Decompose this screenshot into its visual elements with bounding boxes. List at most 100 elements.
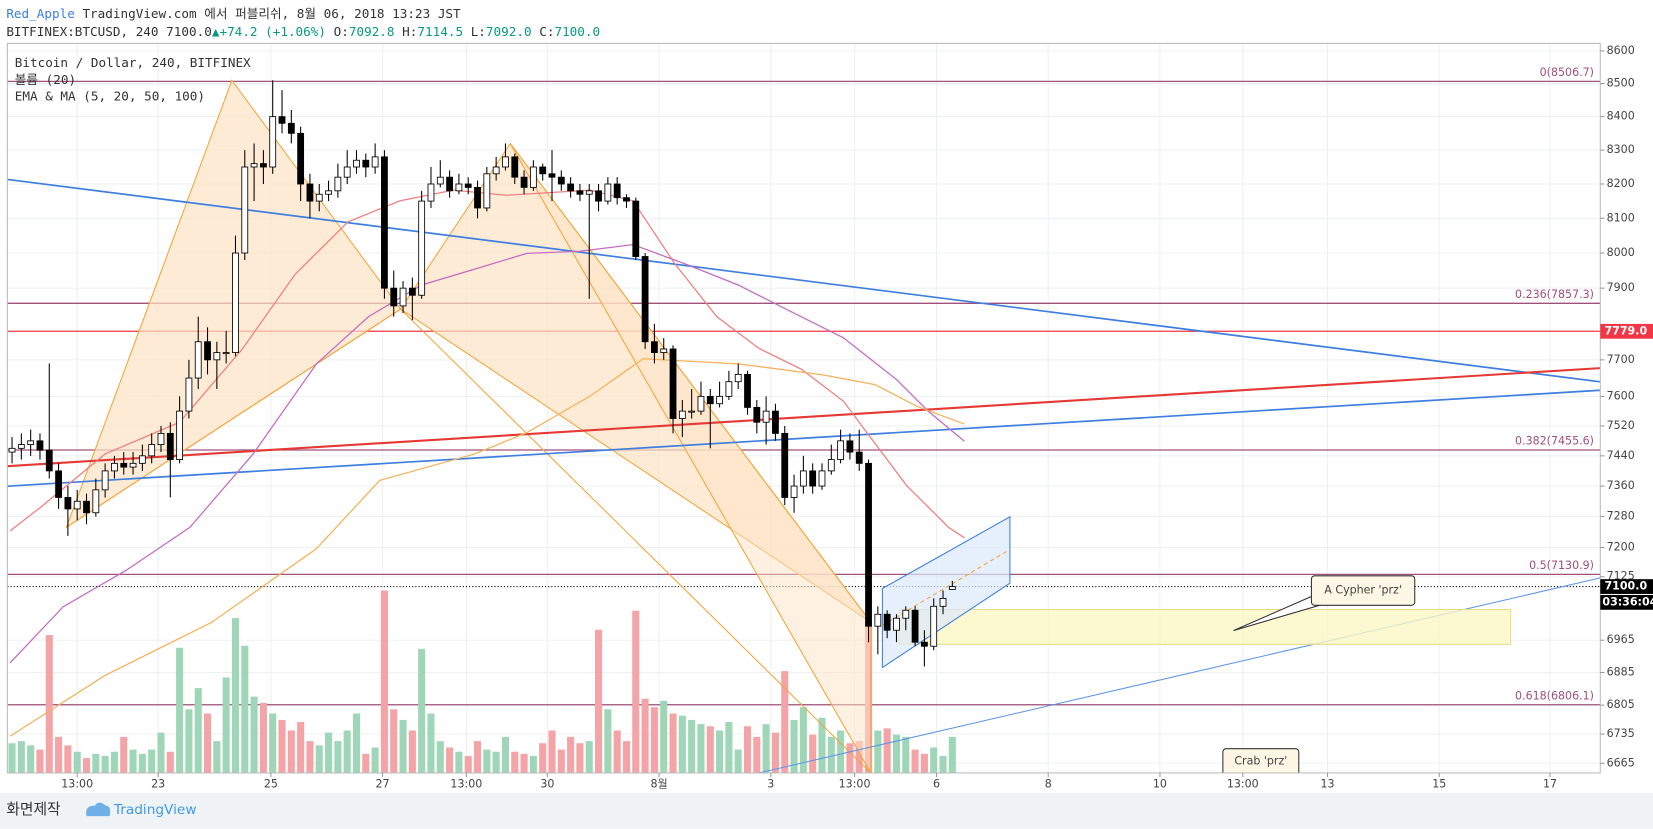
- x-tick-label: 8월: [650, 778, 667, 791]
- volume-bar: [511, 751, 519, 773]
- candle-body: [325, 190, 332, 195]
- candle-body: [306, 183, 314, 202]
- candle-body: [762, 410, 770, 423]
- candle-body: [567, 183, 575, 192]
- candle-body: [399, 287, 407, 307]
- volume-bar: [576, 743, 584, 773]
- volume-bar: [250, 696, 258, 773]
- volume-bar: [399, 719, 407, 773]
- volume-bar: [948, 736, 956, 773]
- symbol: BITFINEX:BTCUSD, 240: [6, 23, 158, 38]
- callout-box: [1222, 748, 1300, 773]
- footer-left: 화면제작: [6, 801, 61, 818]
- moving-average: [9, 358, 965, 737]
- candle-body: [595, 190, 602, 202]
- header-line-1: Red_Apple TradingView.com 에서 퍼블리쉬, 8월 06…: [6, 5, 461, 20]
- candle-body: [557, 176, 565, 185]
- candle-body: [846, 440, 854, 453]
- volume-bar: [436, 741, 444, 773]
- plot-frame: [6, 42, 1601, 774]
- volume-bar: [380, 590, 388, 773]
- volume-bar: [92, 753, 100, 773]
- candle-body: [17, 444, 25, 449]
- candle-body: [371, 156, 379, 168]
- volume-bar: [753, 736, 761, 773]
- candle-body: [790, 485, 798, 498]
- volume-bar: [446, 747, 454, 773]
- candle-body: [781, 432, 789, 498]
- volume-bar: [120, 736, 128, 773]
- volume-bar: [138, 753, 146, 773]
- y-tick-label: 8500: [1607, 77, 1635, 90]
- volume-bar: [73, 751, 81, 773]
- candle-body: [343, 166, 351, 178]
- volume-bar: [632, 610, 640, 773]
- arrow: ▲: [212, 23, 220, 38]
- x-tick-label: 13:00: [61, 778, 93, 791]
- user: Red_Apple: [6, 5, 75, 20]
- volume-bar: [809, 734, 817, 773]
- volume-bar: [390, 709, 398, 773]
- volume-bar: [278, 719, 286, 773]
- volume-bar: [492, 751, 500, 773]
- candle-body: [911, 609, 919, 643]
- volume-bar: [325, 732, 333, 773]
- volume-bar: [110, 751, 118, 773]
- o-label: O:: [334, 23, 349, 38]
- y-tick-label: 7280: [1607, 510, 1635, 523]
- header-line-2: BITFINEX:BTCUSD, 240 7100.0▲+74.2 (+1.06…: [6, 23, 600, 38]
- candle-body: [27, 440, 35, 446]
- countdown-box: [1600, 594, 1653, 610]
- volume-bar: [781, 671, 789, 773]
- volume-bar: [567, 736, 575, 773]
- volume-bar: [855, 741, 863, 773]
- volume-bar: [166, 751, 174, 773]
- harmonic-cd: [509, 143, 872, 773]
- candle-body: [92, 489, 100, 514]
- candle-body: [120, 462, 128, 468]
- legend-title: Bitcoin / Dollar, 240, BITFINEX: [15, 55, 251, 70]
- candle-body: [362, 159, 370, 168]
- candle-body: [36, 440, 44, 451]
- candle-body: [232, 252, 239, 354]
- x-tick-label: 6: [933, 778, 940, 791]
- candle-body: [613, 183, 621, 199]
- volume-bar: [17, 741, 25, 773]
- logo: [86, 802, 111, 817]
- published: TradingView.com 에서 퍼블리쉬, 8월 06, 2018 13:…: [82, 5, 461, 20]
- volume-bar: [762, 724, 770, 773]
- volume-bar: [548, 730, 556, 773]
- trend-line: [7, 389, 1601, 488]
- volume-bar: [557, 749, 565, 773]
- volume-bar: [287, 730, 295, 773]
- volume-bar: [204, 713, 212, 773]
- h-label: H:: [402, 23, 417, 38]
- change: +74.2 (+1.06%): [219, 23, 326, 38]
- candle-body: [185, 377, 193, 412]
- y-tick-label: 8000: [1607, 246, 1635, 259]
- volume-bar: [930, 747, 938, 773]
- volume-bar: [45, 635, 53, 773]
- candle-body: [548, 173, 556, 178]
- volume-bar: [185, 709, 193, 773]
- volume-bar: [539, 743, 547, 773]
- volume-bar: [520, 753, 528, 773]
- price-line-box: [1600, 323, 1653, 339]
- x-tick-label: 27: [376, 778, 390, 791]
- volume-bar: [529, 755, 537, 773]
- volume-bar: [734, 749, 742, 773]
- candle-body: [64, 497, 72, 510]
- x-tick-label: 13:00: [450, 778, 482, 791]
- candle-body: [939, 597, 947, 607]
- volume-bar: [688, 719, 696, 773]
- candle-body: [381, 156, 388, 289]
- candle-body: [353, 159, 360, 168]
- x-tick-label: 25: [264, 778, 278, 791]
- candle-body: [818, 470, 826, 487]
- y-tick-label: 7900: [1607, 281, 1635, 294]
- volume-bar: [501, 736, 509, 773]
- volume-bar: [473, 741, 482, 773]
- candle-body: [297, 132, 305, 185]
- c-label: C:: [539, 23, 554, 38]
- y-tick-label: 6735: [1607, 727, 1635, 740]
